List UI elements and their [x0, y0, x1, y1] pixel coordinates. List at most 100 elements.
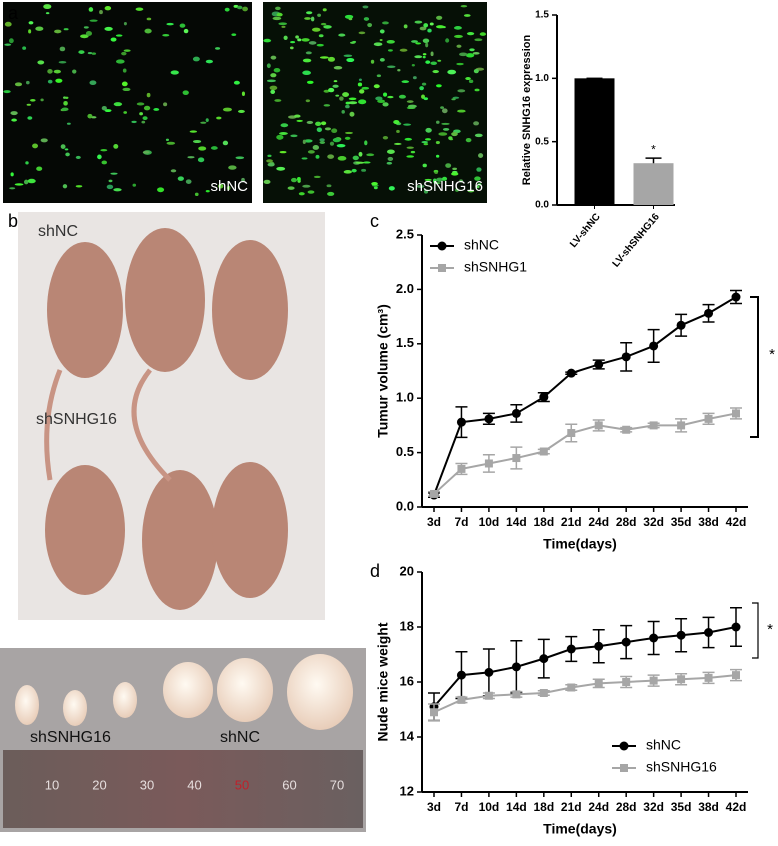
- cell: [200, 121, 207, 124]
- y-tick-label: 0.5: [396, 444, 414, 459]
- line: [433, 674, 737, 714]
- cell: [267, 154, 272, 157]
- x-tick-label: 38d: [698, 515, 719, 529]
- cell: [463, 14, 471, 17]
- cell: [3, 90, 11, 94]
- cell: [14, 183, 24, 186]
- cell: [187, 156, 195, 159]
- cell: [75, 155, 81, 160]
- cell: [298, 192, 305, 196]
- cell: [276, 134, 284, 140]
- cell: [358, 151, 363, 157]
- cell: [445, 38, 450, 43]
- x-tick-label: 7d: [454, 515, 468, 529]
- cell: [363, 17, 370, 21]
- cell: [337, 156, 347, 161]
- cell: [410, 150, 416, 154]
- cell: [25, 80, 30, 85]
- cell: [383, 92, 388, 97]
- cell: [440, 106, 444, 109]
- legend-label: shSNHG1: [464, 259, 527, 275]
- annotation: *: [769, 346, 775, 363]
- ruler-label: 10: [45, 777, 59, 792]
- cell: [479, 32, 487, 36]
- marker: [484, 691, 493, 700]
- cell: [473, 121, 480, 126]
- cell: [371, 182, 378, 186]
- cell: [460, 4, 468, 8]
- cell: [320, 22, 327, 26]
- cell: [301, 157, 308, 160]
- cell: [351, 168, 357, 173]
- cell: [319, 138, 325, 142]
- cell: [424, 178, 432, 181]
- cell: [30, 98, 36, 102]
- marker: [567, 683, 576, 692]
- cell: [62, 184, 68, 189]
- ruler-label: 30: [140, 777, 154, 792]
- cell: [456, 44, 462, 48]
- marker: [512, 454, 521, 463]
- cell: [366, 153, 375, 157]
- cell: [270, 89, 276, 94]
- marker: [456, 670, 466, 680]
- marker: [732, 671, 740, 680]
- cell: [387, 95, 394, 99]
- cell: [136, 102, 145, 106]
- x-tick-label: 28d: [616, 800, 637, 814]
- cell: [362, 5, 369, 9]
- x-tick-label: 21d: [561, 515, 582, 529]
- cell: [97, 154, 102, 160]
- y-tick-label: 1.0: [535, 73, 549, 84]
- cell: [473, 69, 479, 74]
- cell: [323, 25, 332, 29]
- cell: [457, 89, 466, 93]
- x-tick-label: 42d: [726, 800, 747, 814]
- x-tick-label: 18d: [533, 515, 554, 529]
- cell: [436, 25, 445, 29]
- cell: [326, 184, 332, 188]
- cell: [100, 148, 108, 152]
- legend-label: shSNHG16: [646, 759, 717, 775]
- cell: [305, 99, 311, 103]
- cell: [122, 87, 131, 92]
- cell: [432, 178, 437, 183]
- x-tick-label: 7d: [454, 800, 468, 814]
- cell: [373, 42, 383, 47]
- cell: [329, 141, 335, 146]
- cell: [423, 142, 429, 146]
- marker: [430, 708, 438, 717]
- cell: [459, 52, 468, 57]
- image-label: shSNHG16: [407, 178, 483, 195]
- cell: [235, 156, 245, 160]
- y-tick-label: 2.0: [396, 281, 414, 296]
- cell: [177, 176, 184, 181]
- cell: [170, 169, 177, 173]
- cell: [269, 85, 278, 91]
- cell: [296, 177, 301, 182]
- cell: [386, 65, 396, 69]
- cell: [290, 134, 298, 138]
- x-tick-label: 10d: [479, 800, 500, 814]
- cell: [36, 166, 43, 171]
- cell: [454, 34, 463, 39]
- cell: [270, 55, 277, 60]
- cell: [386, 149, 395, 154]
- image-label: shSNHG16: [36, 411, 117, 428]
- cell: [336, 143, 346, 148]
- cell: [189, 130, 198, 133]
- cell: [279, 150, 287, 154]
- cell: [311, 27, 321, 32]
- cell: [472, 51, 480, 55]
- y-tick-label: 18: [400, 618, 414, 633]
- y-axis-label: Relative SNHG16 expression: [521, 35, 533, 186]
- cell: [241, 91, 246, 97]
- cell: [412, 76, 417, 80]
- ruler-labels: 10 20 30 40 50 60 70: [45, 777, 344, 792]
- cell: [123, 111, 128, 114]
- cell: [281, 25, 286, 28]
- marker: [677, 421, 686, 430]
- cell: [319, 141, 326, 144]
- cell: [183, 28, 189, 34]
